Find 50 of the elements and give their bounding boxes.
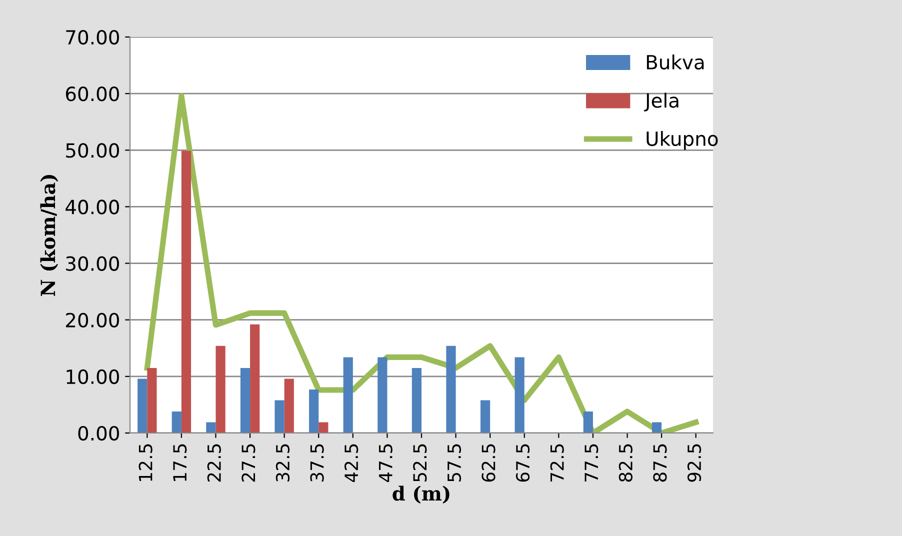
y-tick-label: 0.00 [78, 426, 119, 441]
x-tick-label: 17.5 [173, 444, 187, 481]
x-tick-label: 72.5 [550, 444, 564, 482]
bar [480, 400, 490, 433]
bar [446, 346, 456, 433]
bar [274, 400, 284, 433]
y-tick-label: 20.00 [66, 312, 119, 328]
x-tick-label: 12.5 [138, 444, 152, 481]
x-tick-label: 77.5 [584, 444, 598, 482]
x-tick-label: 62.5 [482, 444, 496, 482]
legend-label: Bukva [646, 54, 704, 70]
legend-label: Ukupno [646, 131, 718, 150]
bar [240, 368, 250, 433]
x-tick-label: 57.5 [448, 444, 462, 482]
bar [318, 422, 328, 433]
legend-label: Jela [644, 92, 678, 112]
bar [250, 324, 260, 433]
y-tick-label: 50.00 [66, 143, 119, 158]
y-axis-title: N (kom/ha) [40, 174, 58, 296]
bar [206, 422, 216, 433]
bar [181, 150, 192, 433]
bar [343, 357, 353, 433]
y-tick-label: 30.00 [66, 256, 119, 271]
y-tick-label: 60.00 [66, 86, 119, 102]
x-axis-title: d (m) [392, 486, 450, 504]
bar [216, 346, 226, 433]
x-tick-label: 82.5 [618, 444, 633, 482]
x-tick-label: 67.5 [516, 444, 530, 482]
y-tick-label: 40.00 [66, 200, 119, 214]
bar [652, 422, 662, 433]
x-tick-label: 52.5 [413, 444, 427, 482]
y-tick-label: 10.00 [66, 369, 119, 384]
bar [412, 368, 422, 433]
bar [309, 389, 319, 433]
x-tick-label: 27.5 [242, 444, 256, 482]
bar [583, 412, 593, 433]
bar [378, 357, 388, 433]
x-tick-label: 32.5 [276, 444, 290, 482]
x-tick-label: 22.5 [207, 444, 221, 482]
bar [284, 378, 294, 433]
x-tick-label: 87.5 [653, 444, 667, 482]
bar [172, 412, 182, 433]
x-tick-label: 47.5 [379, 444, 392, 482]
x-tick-label: 42.5 [344, 444, 358, 482]
bar [147, 368, 157, 433]
y-tick-label: 70.00 [66, 30, 119, 45]
bar [138, 378, 148, 433]
bar [514, 357, 524, 433]
x-tick-label: 92.5 [687, 444, 702, 482]
x-tick-label: 37.5 [310, 444, 324, 482]
